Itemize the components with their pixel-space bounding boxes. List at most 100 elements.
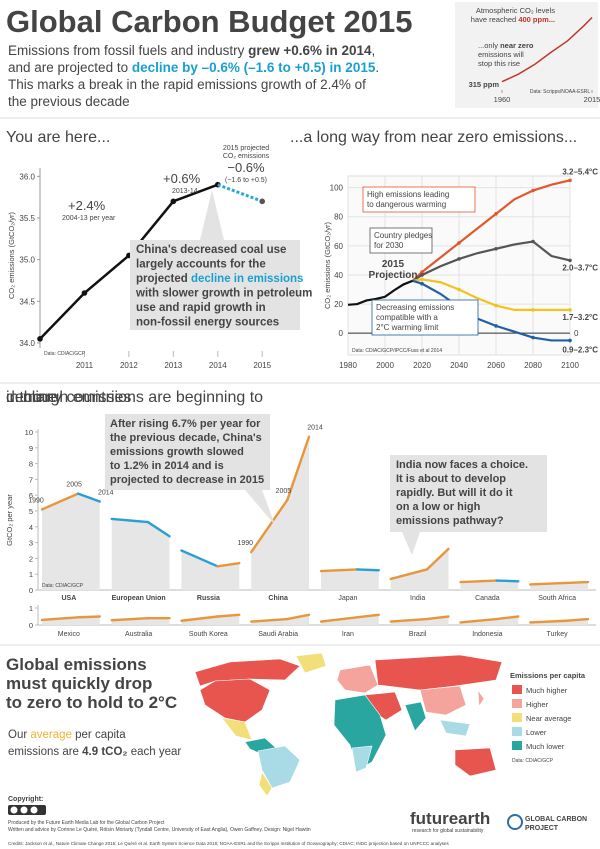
point [531, 239, 535, 244]
country [477, 688, 485, 707]
annotation: Country pledges [374, 231, 432, 240]
legend-label: Lower [526, 728, 547, 737]
panel-label: USA [61, 595, 76, 602]
y-tick-label: 80 [334, 213, 343, 222]
subtitle: Emissions from fossil fuels and industry… [8, 43, 375, 58]
panel-area [42, 493, 100, 590]
annotation: 2°C warming limit [376, 323, 439, 332]
panel-segment [250, 498, 289, 554]
x-tick-label: 1960 [494, 95, 511, 104]
callout-text: on a low or high [396, 501, 481, 513]
panel-segment [389, 568, 429, 581]
country [351, 745, 373, 773]
panel-area [460, 580, 519, 590]
point [494, 246, 498, 251]
badge-icon [10, 806, 18, 814]
year-label: 2014 [98, 490, 114, 497]
section-title: decline [6, 389, 57, 406]
callout-box [130, 190, 300, 330]
legend-label: Higher [526, 700, 549, 709]
panel-area [251, 436, 309, 590]
point [494, 212, 498, 216]
panel-label: Mexico [58, 631, 80, 638]
y-tick-label: 1 [29, 570, 33, 579]
panel-segment [425, 615, 450, 621]
annotation: −0.6% [227, 160, 265, 175]
y-tick-label: 2 [29, 554, 33, 563]
inset-title-part: have reached [471, 15, 519, 24]
year-label: 2005 [276, 488, 292, 495]
map-text-part: Our [8, 729, 30, 741]
panel-segment [76, 492, 101, 503]
annotation-box [362, 186, 476, 213]
country [419, 685, 467, 716]
callout-text: non-fossil energy sources [136, 317, 279, 329]
point [37, 336, 43, 342]
source: Data: CDIAC/GCP [512, 758, 554, 764]
subtitle-part: , [372, 43, 376, 58]
inset-title: Atmospheric CO₂ levels [476, 6, 555, 15]
sources: Credits: Jackson et al., Nature Climate … [8, 841, 449, 846]
credits: Produced by the Future Earth Media Lab f… [8, 820, 165, 826]
callout-box [390, 455, 547, 555]
cc-badge [8, 805, 46, 815]
panel-label: Japan [338, 595, 357, 602]
point [531, 335, 535, 340]
historical-line [347, 279, 414, 306]
panel-segment [565, 580, 590, 585]
subtitle-part: and are projected to [8, 60, 132, 75]
section-title: ...a long way from near zero emissions..… [290, 129, 577, 146]
panel-label: Iran [342, 631, 354, 638]
country [199, 678, 271, 723]
point [420, 281, 424, 286]
point [170, 198, 177, 205]
panel-label: South Korea [189, 631, 228, 638]
world-map [194, 652, 503, 797]
map-text-part: 4.9 tCO₂ [82, 746, 127, 758]
callout-text-part: projected [136, 273, 191, 285]
point [457, 241, 461, 245]
annotation: compatible with a [376, 313, 438, 322]
annotation-note: CO₂ emissions [223, 153, 270, 160]
legend-title: Emissions per capita [510, 671, 586, 680]
panel-segment [40, 616, 80, 622]
annotation: High emissions leading [367, 190, 449, 199]
panel-label: South Africa [538, 595, 576, 602]
x-tick-label: 2013 [164, 361, 182, 370]
y-tick-label: 5 [29, 507, 33, 516]
start-label: 315 ppm [469, 80, 500, 89]
panel-label: Canada [475, 595, 500, 602]
panel-segment [529, 619, 568, 624]
callout-text: emissions pathway? [396, 515, 504, 527]
country [258, 771, 273, 797]
inset-note-part: near zero [500, 41, 534, 50]
inset-title-part: 400 ppm... [518, 15, 555, 24]
y-tick-label: 34.5 [19, 297, 35, 306]
inset-note: emissions will [478, 50, 524, 59]
country [374, 654, 503, 691]
panel-segment [110, 617, 150, 622]
legend-swatch [512, 685, 522, 694]
y-tick-label: 20 [334, 300, 343, 309]
panel-segment [286, 613, 311, 621]
legend-swatch [512, 741, 522, 750]
section-title: ...though emissions are beginning to [6, 389, 263, 406]
x-tick-label: 2011 [76, 361, 94, 370]
subtitle-part: grew +0.6% in 2014 [248, 43, 372, 58]
annotation: for 2030 [374, 241, 404, 250]
projection-line [217, 183, 263, 203]
annotation-box [369, 227, 433, 254]
scenario-label: 3.2–5.4°C [562, 167, 598, 176]
legend-swatch [512, 699, 522, 708]
panel-area [42, 616, 100, 625]
source: Data: Scripps/NOAA-ESRL [530, 89, 591, 95]
scenario-label: 0.9–2.3°C [562, 345, 598, 354]
country [439, 719, 471, 737]
y-tick-label: 8 [29, 460, 33, 469]
inset-note: ...only near zero [478, 41, 534, 50]
annotation: +2.4% [68, 198, 106, 213]
panel-segment [319, 616, 359, 623]
panel-segment [110, 517, 150, 524]
point [568, 258, 572, 263]
y-axis-label: GtCO₂ per year [5, 494, 14, 546]
